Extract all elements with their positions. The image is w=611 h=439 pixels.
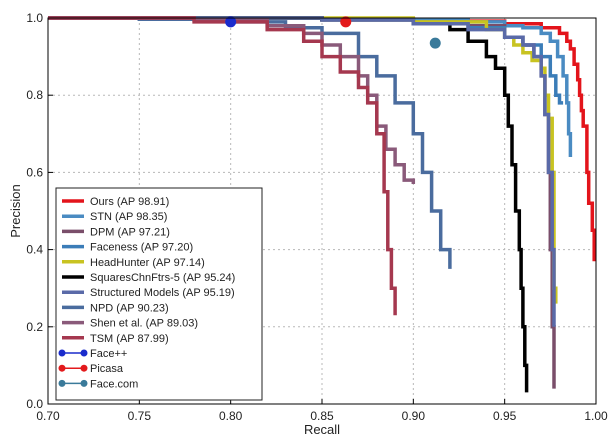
point-marker-1 [340,16,352,28]
x-tick-label: 0.75 [128,409,152,423]
y-tick-label: 1.0 [26,11,43,25]
legend-label: Ours (AP 98.91) [90,196,169,208]
y-tick-label: 0.4 [26,243,43,257]
legend-marker [80,349,88,357]
y-axis-title: Precision [8,184,23,237]
y-axis: 0.0 0.2 0.4 0.6 0.8 1.0 [26,11,53,411]
series-line-6 [48,16,556,327]
points-layer [225,16,441,49]
legend-box [55,187,263,401]
x-axis-title: Recall [304,422,340,437]
x-axis: 0.70 0.75 0.80 0.85 0.90 0.95 1.00 [36,399,608,423]
point-marker-0 [225,16,237,28]
legend-label: Face++ [90,348,127,360]
legend-label: DPM (AP 97.21) [90,226,170,238]
legend-label: Faceness (AP 97.20) [90,242,193,254]
x-tick-label: 0.90 [402,409,426,423]
x-tick-label: 0.70 [36,409,60,423]
legend-marker [80,379,88,387]
legend-label: NPD (AP 90.23) [90,302,169,314]
series-line-9 [48,16,397,316]
x-tick-label: 0.95 [493,409,517,423]
legend: Ours (AP 98.91) STN (AP 98.35) DPM (AP 97.… [55,187,263,401]
legend-marker [58,364,66,372]
y-tick-label: 0.2 [26,320,43,334]
legend-label: Structured Models (AP 95.19) [90,287,235,299]
legend-label: TSM (AP 87.99) [90,333,169,345]
legend-label: SquaresChnFtrs-5 (AP 95.24) [90,272,235,284]
y-tick-label: 0.0 [26,397,43,411]
x-tick-label: 0.80 [219,409,243,423]
legend-label: STN (AP 98.35) [90,211,167,223]
x-tick-label: 0.85 [310,409,334,423]
point-marker-2 [429,37,441,49]
legend-label: Shen et al. (AP 89.03) [90,318,198,330]
legend-label: Face.com [90,378,138,390]
y-tick-label: 0.6 [26,165,43,179]
legend-marker [80,364,88,372]
legend-marker [58,379,66,387]
legend-marker [58,349,66,357]
legend-label: HeadHunter (AP 97.14) [90,257,205,269]
legend-label: Picasa [90,363,124,375]
y-tick-label: 0.8 [26,88,43,102]
x-tick-label: 1.00 [584,409,608,423]
